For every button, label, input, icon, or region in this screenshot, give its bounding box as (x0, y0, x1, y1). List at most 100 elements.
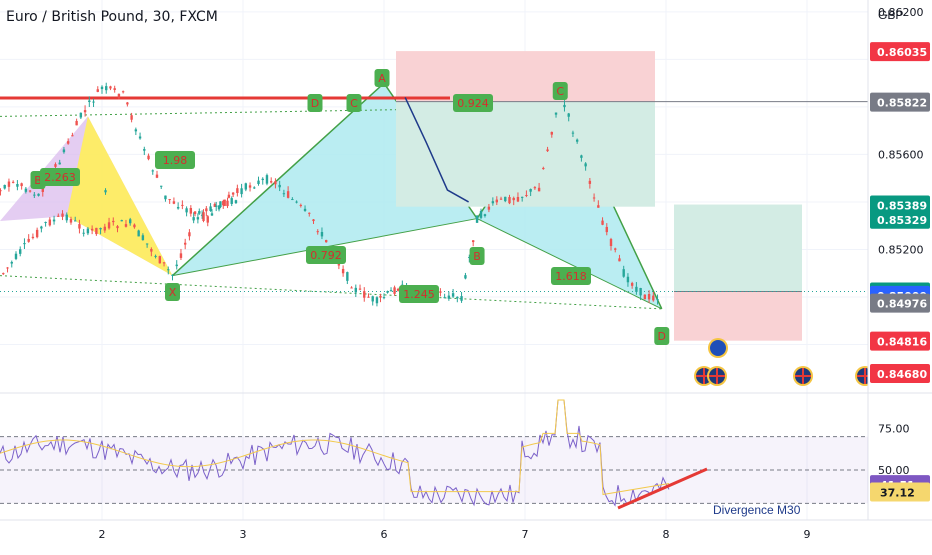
candle-body (601, 220, 604, 225)
candle-body (150, 249, 153, 252)
candle-body (379, 295, 382, 298)
price-tick-label: 0.85600 (878, 148, 924, 161)
candle-body (35, 229, 39, 238)
candle-body (209, 206, 212, 211)
candle-body (31, 236, 35, 239)
candle-body (138, 136, 142, 139)
candle-body (618, 258, 621, 262)
candle-body (439, 291, 442, 293)
candle-body (222, 200, 225, 206)
candle-body (499, 198, 503, 200)
candle-body (537, 187, 541, 192)
candle-body (575, 139, 579, 142)
candle-body (495, 199, 498, 203)
candle-body (10, 261, 13, 264)
candle-body (571, 132, 575, 134)
price-tag-bg (870, 331, 930, 351)
candle-body (113, 88, 116, 90)
candle-body (236, 188, 239, 194)
candle-body (0, 190, 2, 192)
ratio-label-0-box (40, 168, 80, 186)
pattern-label-d-left: D (311, 97, 319, 110)
candle-body (109, 86, 112, 89)
candle-body (324, 240, 328, 243)
price-tag-label: 0.85822 (877, 97, 927, 110)
price-tag-label: 0.84816 (877, 336, 927, 349)
harmonic-label-d: D (658, 330, 666, 343)
candle-body (126, 102, 129, 105)
candle-body (164, 195, 167, 200)
ratio-label-2-box (453, 94, 493, 112)
candle-body (622, 269, 625, 277)
candle-body (643, 294, 647, 300)
ratio-label-3-box (306, 246, 346, 264)
candle-body (375, 297, 379, 304)
candle-body (210, 213, 214, 216)
zone-target-bottom (674, 204, 802, 292)
candle-body (120, 220, 123, 222)
candle-body (205, 208, 208, 212)
candle-body (491, 201, 495, 204)
candle-body (61, 213, 64, 217)
candle-body (134, 129, 138, 132)
time-tick-label: 2 (99, 528, 106, 541)
price-tag-bg (870, 363, 930, 383)
rsi-tick-label: 75.00 (878, 422, 910, 435)
candle-body (192, 217, 195, 221)
candle-body (639, 287, 642, 296)
pattern-label-c-left: C (350, 97, 358, 110)
candle-body (7, 181, 11, 187)
candle-body (103, 226, 107, 231)
candle-body (464, 275, 467, 279)
candle-body (605, 226, 608, 233)
candle-body (451, 293, 455, 297)
candle-body (223, 199, 226, 206)
harmonic-label-b: B (473, 250, 481, 263)
candle-body (234, 200, 238, 204)
pattern-fill-yellow (66, 116, 173, 276)
candle-body (24, 188, 28, 192)
candle-body (443, 297, 446, 299)
candle-body (54, 164, 57, 167)
candle-body (107, 222, 111, 229)
candle-body (656, 299, 659, 301)
candle-body (363, 291, 366, 298)
candle-body (86, 228, 90, 234)
candle-body (580, 155, 583, 158)
candle-body (337, 263, 341, 266)
candle-body (567, 113, 570, 117)
price-tag-label: 0.84680 (877, 368, 927, 381)
candle-body (597, 205, 600, 208)
candle-body (33, 194, 36, 196)
candle-body (652, 295, 655, 301)
candle-body (58, 162, 61, 165)
candle-body (206, 216, 209, 223)
pattern-label-d-left-box (307, 94, 323, 112)
candle-body (316, 231, 319, 233)
candle-body (92, 101, 95, 103)
zone-stop-bottom (674, 291, 802, 341)
candle-body (468, 256, 471, 258)
candle-body (248, 185, 252, 188)
moving-average-line (404, 97, 469, 203)
candle-body (104, 190, 107, 193)
price-tag-bg (870, 42, 930, 62)
price-tag-label: 0.84976 (877, 298, 927, 311)
harmonic-label-a-box (374, 69, 390, 87)
candle-body (167, 269, 170, 271)
candle-body (189, 207, 193, 214)
harmonic-label-x-box (165, 283, 180, 301)
candle-body (168, 199, 171, 201)
candle-body (198, 211, 201, 214)
candle-body (44, 221, 47, 223)
candle-body (200, 214, 204, 216)
candle-body (160, 185, 163, 187)
candle-body (447, 295, 451, 299)
harmonic-label-c-box (552, 82, 568, 100)
rsi-tick-label: 50.00 (878, 464, 910, 477)
candle-body (525, 195, 528, 197)
candle-body (112, 220, 115, 223)
candle-body (396, 288, 400, 291)
